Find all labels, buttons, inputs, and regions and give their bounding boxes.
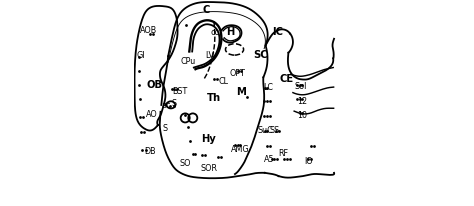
Text: M: M	[237, 86, 246, 96]
Text: SS: SS	[269, 125, 280, 135]
Text: SO: SO	[180, 158, 191, 167]
Text: AOB: AOB	[140, 26, 158, 35]
Text: ac: ac	[162, 101, 172, 110]
Text: S: S	[171, 98, 176, 108]
Text: 10: 10	[297, 110, 307, 119]
Text: SOR: SOR	[200, 163, 217, 172]
Text: CPu: CPu	[181, 57, 196, 66]
Text: IC: IC	[272, 27, 283, 37]
Text: Sol: Sol	[295, 82, 307, 91]
Text: BST: BST	[172, 87, 187, 96]
Text: Th: Th	[207, 93, 221, 103]
Text: SuC: SuC	[257, 125, 273, 135]
Text: 12: 12	[297, 96, 307, 105]
Text: A5: A5	[264, 154, 274, 163]
Text: DB: DB	[144, 146, 155, 155]
Text: CE: CE	[280, 74, 294, 84]
Text: CL: CL	[218, 77, 228, 86]
Text: S: S	[162, 123, 167, 132]
Text: Gl: Gl	[136, 50, 145, 59]
Text: H: H	[226, 27, 235, 37]
Text: OPT: OPT	[229, 68, 246, 77]
Text: OB: OB	[146, 79, 162, 89]
Text: SC: SC	[253, 49, 268, 59]
Text: LC: LC	[263, 83, 273, 91]
Text: IO: IO	[304, 156, 313, 165]
Text: C: C	[202, 5, 210, 15]
Text: AO: AO	[146, 109, 158, 118]
Text: RF: RF	[278, 149, 288, 158]
Text: Hy: Hy	[201, 133, 216, 143]
Text: LV: LV	[205, 50, 214, 59]
Text: cc: cc	[211, 28, 220, 37]
Text: AMG: AMG	[231, 144, 249, 153]
